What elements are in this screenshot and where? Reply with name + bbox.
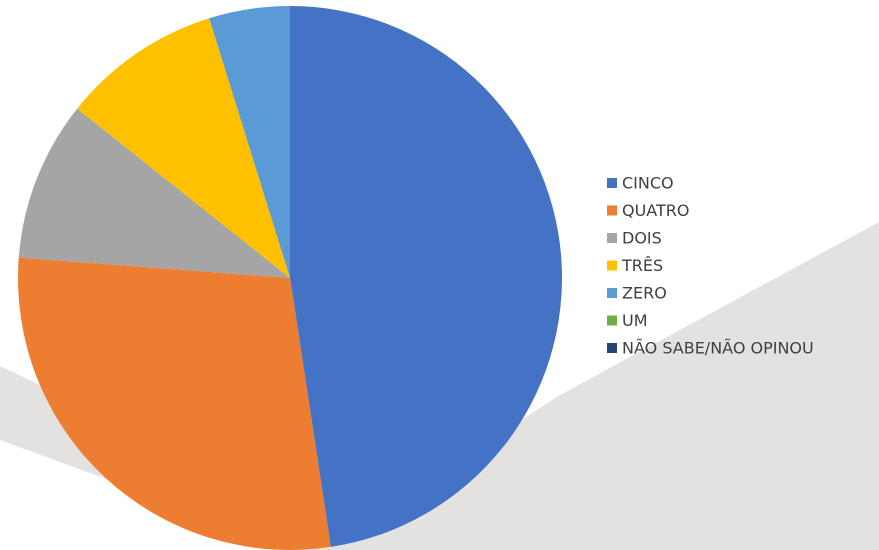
pie-slice [18,257,331,550]
legend-swatch [607,288,617,298]
pie-slice [209,6,290,278]
legend-label: TRÊS [621,256,663,275]
pie-slice [77,18,290,278]
legend-label: DOIS [622,229,662,248]
legend-swatch [607,315,617,326]
legend-label: CINCO [622,174,674,193]
legend-swatch [607,233,617,243]
legend-label: NÃO SABE/NÃO OPINOU [622,339,814,358]
pie-slice [18,108,291,279]
legend-label: ZERO [622,284,667,303]
pie-slice [290,6,562,547]
legend-swatch [607,343,617,353]
legend-swatch [607,178,617,188]
legend-swatch [607,205,617,216]
legend-swatch [607,260,617,271]
legend-label: QUATRO [622,201,690,220]
legend-label: UM [622,311,648,330]
